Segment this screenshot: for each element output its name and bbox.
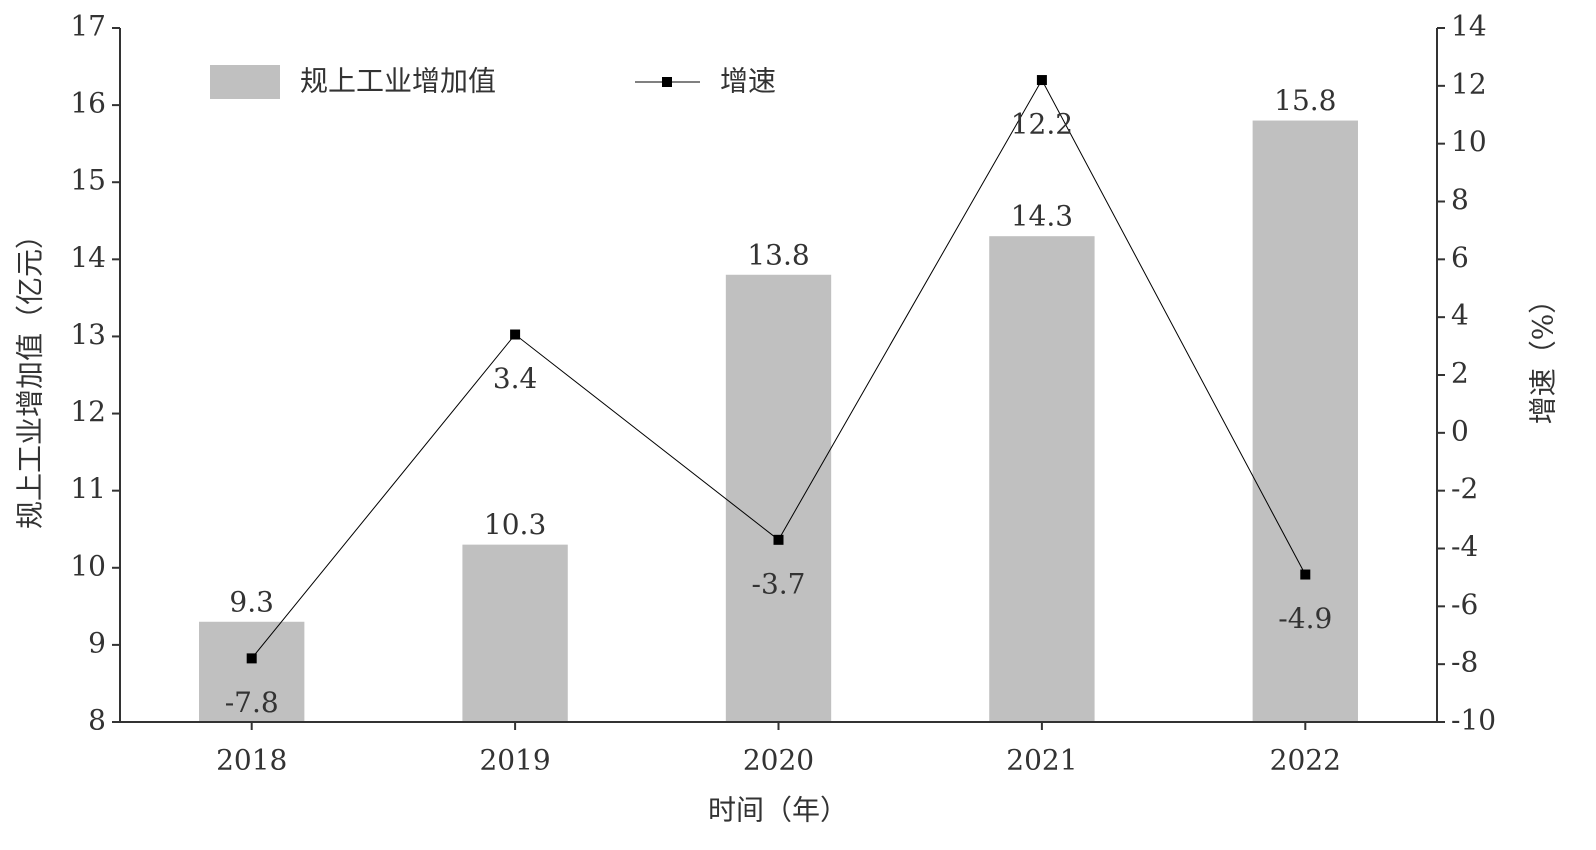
y2-tick-label: 12: [1451, 67, 1487, 100]
y2-tick-label: 14: [1451, 10, 1487, 43]
legend-swatch: [210, 65, 280, 99]
line-marker: [1036, 75, 1047, 86]
y2-axis-label: 增速（%）: [1527, 286, 1560, 425]
x-tick-label: 2019: [479, 744, 550, 777]
y-tick-label: 9: [88, 626, 106, 659]
y-tick-label: 14: [70, 241, 106, 274]
bar: [725, 274, 832, 722]
y-tick-label: 8: [88, 704, 106, 737]
line-value-label: -3.7: [752, 567, 806, 600]
legend-marker: [662, 77, 672, 87]
line-value-label: -4.9: [1278, 602, 1332, 635]
y-tick-label: 10: [70, 549, 106, 582]
line-value-label: -7.8: [225, 686, 279, 719]
x-tick-label: 2022: [1270, 744, 1341, 777]
bar-value-label: 10.3: [484, 508, 546, 541]
y-axis-label: 规上工业增加值（亿元）: [14, 221, 47, 529]
bar-value-label: 15.8: [1274, 84, 1336, 117]
line-marker: [1300, 569, 1311, 580]
y2-tick-label: 10: [1451, 125, 1487, 158]
y2-tick-label: -6: [1451, 588, 1478, 621]
line-value-label: 3.4: [493, 362, 538, 395]
y-tick-label: 17: [70, 10, 106, 43]
y-tick-label: 12: [70, 395, 106, 428]
y2-tick-label: -2: [1451, 472, 1478, 505]
bar: [1252, 120, 1358, 723]
y2-tick-label: 6: [1451, 241, 1469, 274]
x-tick-label: 2020: [743, 744, 814, 777]
bar: [989, 236, 1095, 722]
legend-label: 规上工业增加值: [300, 65, 496, 98]
y-tick-label: 13: [70, 318, 106, 351]
y-tick-label: 15: [70, 164, 106, 197]
bar-value-label: 13.8: [747, 238, 809, 271]
x-tick-label: 2021: [1006, 744, 1077, 777]
y2-tick-label: 0: [1451, 414, 1469, 447]
line-marker: [773, 534, 784, 545]
line-marker: [246, 653, 257, 664]
bar: [199, 621, 305, 722]
axes-frame: [119, 28, 1438, 723]
legend-label: 增速: [720, 65, 776, 98]
bar-value-label: 9.3: [229, 585, 274, 618]
y2-tick-label: -8: [1451, 646, 1478, 679]
y-tick-label: 16: [70, 87, 106, 120]
y2-tick-label: 8: [1451, 183, 1469, 216]
bar-value-label: 14.3: [1011, 200, 1073, 233]
line-value-label: 12.2: [1011, 108, 1073, 141]
x-tick-label: 2018: [216, 744, 287, 777]
line-marker: [510, 329, 521, 340]
y2-tick-label: 2: [1451, 357, 1469, 390]
x-axis-label: 时间（年）: [708, 794, 848, 827]
bar: [462, 544, 568, 722]
y2-tick-label: -10: [1451, 704, 1496, 737]
y-tick-label: 11: [70, 472, 106, 505]
y2-tick-label: 4: [1451, 299, 1469, 332]
y2-tick-label: -4: [1451, 530, 1478, 563]
